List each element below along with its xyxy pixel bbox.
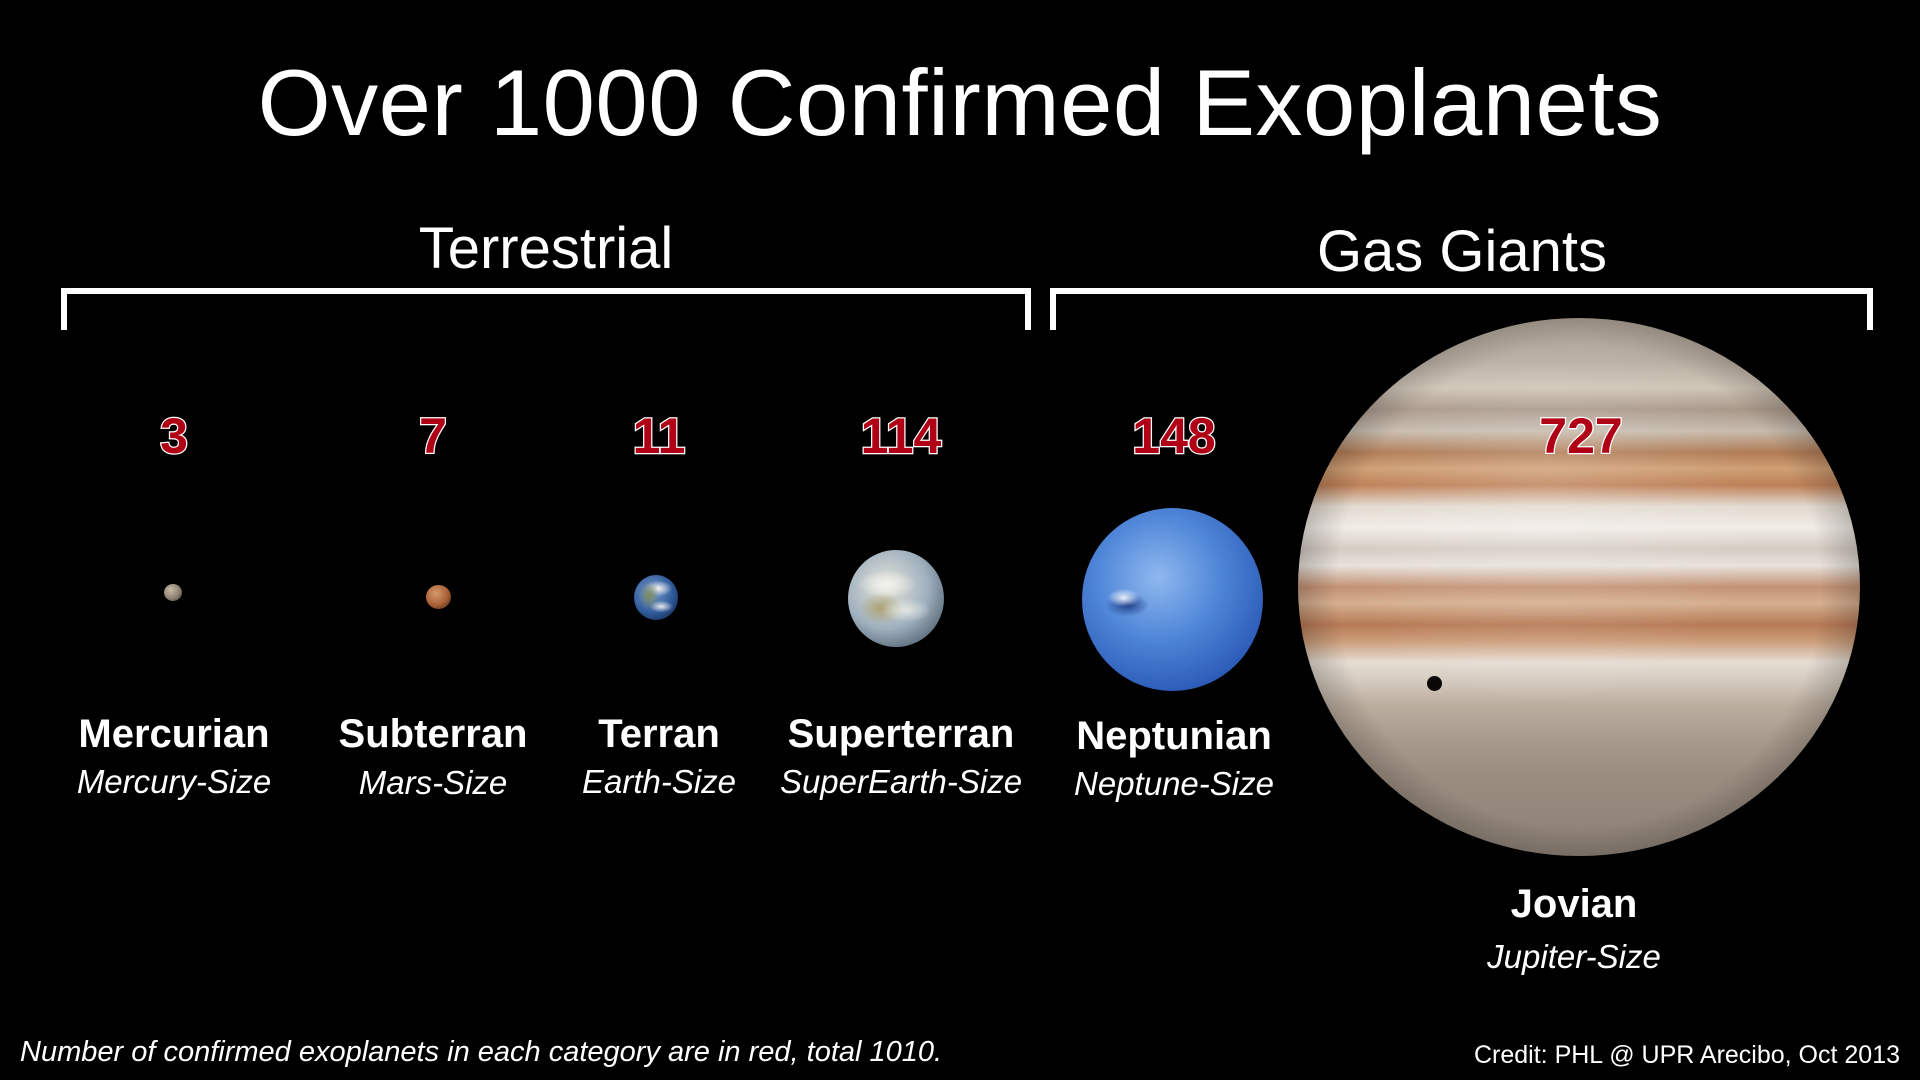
mercury-planet	[164, 584, 182, 601]
superearth-planet	[848, 550, 944, 647]
size-neptune: Neptune-Size	[1074, 765, 1274, 802]
size-superearth: SuperEarth-Size	[779, 763, 1023, 800]
label-jovian: Jovian	[1510, 882, 1638, 926]
group-label-gas-giants: Gas Giants	[1316, 219, 1608, 284]
size-earth: Earth-Size	[581, 763, 737, 800]
terrestrial-bracket	[61, 288, 1031, 330]
mars-planet	[426, 585, 451, 609]
label-superterran: Superterran	[787, 712, 1015, 756]
label-terran: Terran	[598, 712, 720, 756]
count-jovian: 727	[1538, 407, 1624, 466]
footnote: Number of confirmed exoplanets in each c…	[20, 1036, 943, 1068]
count-terran: 11	[631, 407, 686, 466]
count-neptunian: 148	[1131, 407, 1217, 466]
size-mercury: Mercury-Size	[76, 763, 272, 800]
count-mercurian: 3	[159, 407, 189, 466]
page-title: Over 1000 Confirmed Exoplanets	[257, 50, 1663, 155]
label-subterran: Subterran	[338, 712, 528, 756]
size-jupiter: Jupiter-Size	[1487, 938, 1661, 975]
count-subterran: 7	[418, 407, 448, 466]
count-superterran: 114	[859, 407, 942, 466]
neptune-planet	[1082, 508, 1263, 691]
label-mercurian: Mercurian	[78, 712, 270, 756]
credit: Credit: PHL @ UPR Arecibo, Oct 2013	[1473, 1041, 1900, 1069]
label-neptunian: Neptunian	[1076, 714, 1272, 758]
jupiter-moon-shadow	[1427, 676, 1442, 691]
jupiter-planet	[1298, 318, 1860, 856]
group-label-terrestrial: Terrestrial	[418, 216, 674, 281]
earth-planet	[634, 575, 678, 620]
size-mars: Mars-Size	[358, 764, 508, 801]
gas-giants-bracket	[1050, 288, 1873, 330]
